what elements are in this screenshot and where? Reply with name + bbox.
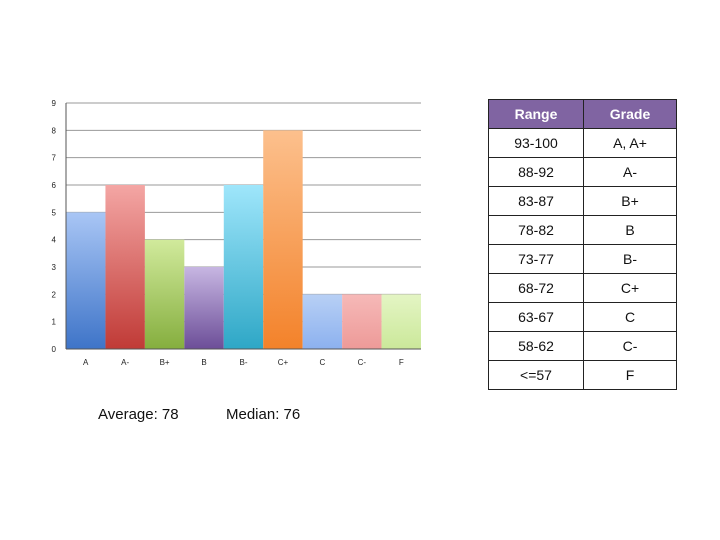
range-header: Range [488, 99, 584, 129]
y-tick-label: 8 [52, 126, 57, 135]
table-row: 68-72 C+ [488, 273, 677, 303]
table-row: 63-67 C [488, 302, 677, 332]
range-cell: 78-82 [488, 215, 584, 245]
bar-f [381, 294, 421, 349]
range-cell: 73-77 [488, 244, 584, 274]
grade-header: Grade [583, 99, 677, 129]
x-tick-labels: A A- B+ B B- C+ C C- F [83, 358, 404, 367]
x-tick-label: B+ [160, 358, 170, 367]
table-row: 88-92 A- [488, 157, 677, 187]
bar-b-minus [223, 185, 264, 349]
y-tick-label: 0 [52, 345, 57, 354]
median-label: Median: 76 [226, 406, 301, 423]
range-cell: 93-100 [488, 128, 584, 158]
table-row: 78-82 B [488, 215, 677, 245]
x-tick-label: B- [240, 358, 248, 367]
grade-cell: B- [583, 244, 677, 274]
y-tick-label: 6 [52, 181, 57, 190]
x-tick-label: C+ [278, 358, 289, 367]
bars [66, 130, 421, 349]
y-tick-label: 5 [52, 208, 57, 217]
grade-distribution-chart: 0 1 2 3 4 5 6 7 8 9 A A- B+ B B- C+ C C- F [52, 99, 421, 367]
x-tick-label: A- [121, 358, 129, 367]
range-cell: <=57 [488, 360, 584, 390]
grade-cell: A- [583, 157, 677, 187]
bar-c-minus [342, 294, 382, 349]
x-tick-label: C- [358, 358, 367, 367]
grade-cell: C- [583, 331, 677, 361]
range-cell: 83-87 [488, 186, 584, 216]
bar-a-minus [105, 185, 145, 349]
grade-range-table: Range Grade 93-100 A, A+ 88-92 A- 83-87 B+ 78-… [488, 99, 677, 390]
y-tick-label: 9 [52, 99, 57, 108]
table-row: 93-100 A, A+ [488, 128, 677, 158]
bar-b [184, 267, 224, 349]
y-tick-labels: 0 1 2 3 4 5 6 7 8 9 [52, 99, 57, 354]
x-tick-label: C [319, 358, 325, 367]
average-label: Average: 78 [98, 406, 179, 423]
table-row: 83-87 B+ [488, 186, 677, 216]
range-cell: 68-72 [488, 273, 584, 303]
range-cell: 63-67 [488, 302, 584, 332]
y-tick-label: 4 [52, 236, 57, 245]
grade-cell: C+ [583, 273, 677, 303]
y-tick-label: 7 [52, 154, 57, 163]
y-tick-label: 2 [52, 290, 57, 299]
bar-b-plus [144, 239, 185, 349]
bar-a [66, 212, 106, 349]
table-header-row: Range Grade [488, 99, 677, 129]
grade-cell: C [583, 302, 677, 332]
x-tick-label: F [399, 358, 404, 367]
grade-cell: F [583, 360, 677, 390]
x-tick-label: A [83, 358, 89, 367]
grade-cell: A, A+ [583, 128, 677, 158]
x-tick-label: B [201, 358, 206, 367]
range-cell: 88-92 [488, 157, 584, 187]
bar-c-plus [263, 130, 303, 349]
grade-cell: B+ [583, 186, 677, 216]
y-tick-label: 3 [52, 263, 57, 272]
table-row: 58-62 C- [488, 331, 677, 361]
table-row: <=57 F [488, 360, 677, 390]
table-row: 73-77 B- [488, 244, 677, 274]
range-cell: 58-62 [488, 331, 584, 361]
y-tick-label: 1 [52, 318, 57, 327]
bar-c [302, 294, 343, 349]
grade-cell: B [583, 215, 677, 245]
axes [65, 103, 421, 350]
